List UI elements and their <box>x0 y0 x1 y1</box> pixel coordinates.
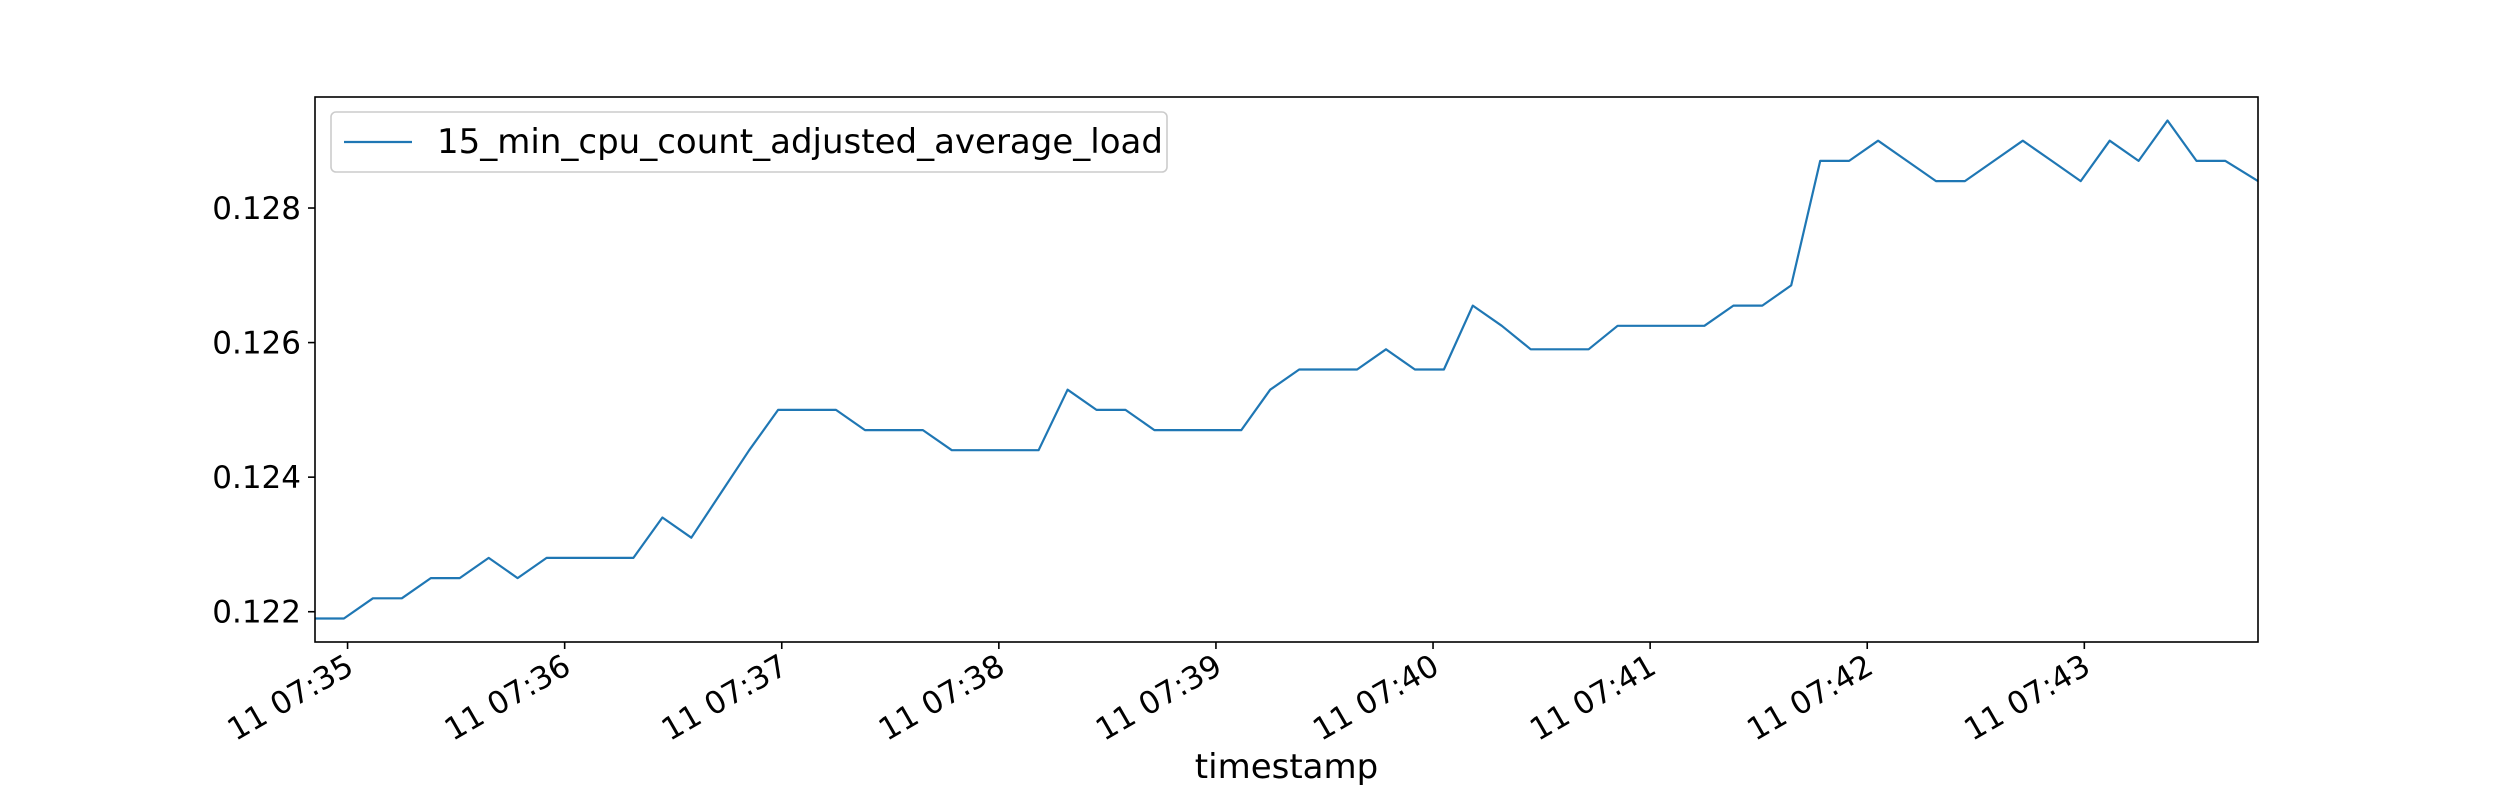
series-line-0 <box>315 119 2259 620</box>
y-axis: 0.122 0.124 0.126 0.128 <box>212 191 315 631</box>
axes-frame <box>314 96 2259 643</box>
y-tick-label: 0.128 <box>212 191 301 227</box>
y-tick-label: 0.126 <box>212 326 301 362</box>
y-tick-label: 0.122 <box>212 595 301 631</box>
legend-label: 15_min_cpu_count_adjusted_average_load <box>437 122 1163 162</box>
legend: 15_min_cpu_count_adjusted_average_load <box>330 111 1168 173</box>
series-layer <box>314 119 2259 620</box>
x-axis-label: timestamp <box>1195 747 1378 787</box>
y-tick-label: 0.124 <box>212 460 301 496</box>
legend-box <box>330 111 1168 173</box>
